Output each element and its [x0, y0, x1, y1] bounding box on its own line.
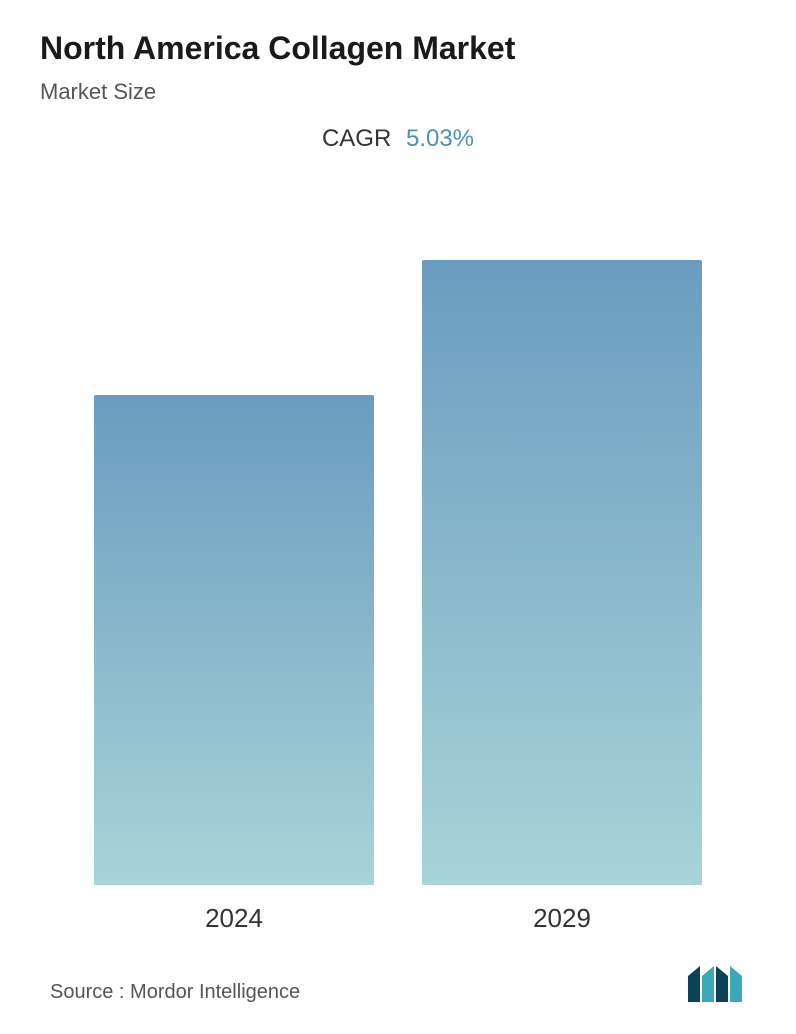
- bar-label: 2029: [533, 903, 591, 934]
- cagr-line: CAGR 5.03%: [40, 125, 756, 153]
- bar: [94, 395, 374, 885]
- bar-group: 2029: [422, 260, 702, 934]
- brand-logo-icon: [686, 964, 746, 1004]
- cagr-label: CAGR: [322, 125, 391, 152]
- bar-label: 2024: [205, 903, 263, 934]
- footer: Source : Mordor Intelligence: [40, 944, 756, 1014]
- chart-title: North America Collagen Market: [40, 30, 756, 67]
- chart-subtitle: Market Size: [40, 79, 756, 105]
- chart-area: 2024 2029: [40, 213, 756, 934]
- source-text: Source : Mordor Intelligence: [50, 981, 300, 1004]
- bar-group: 2024: [94, 395, 374, 934]
- cagr-value: 5.03%: [406, 125, 474, 152]
- bar: [422, 260, 702, 885]
